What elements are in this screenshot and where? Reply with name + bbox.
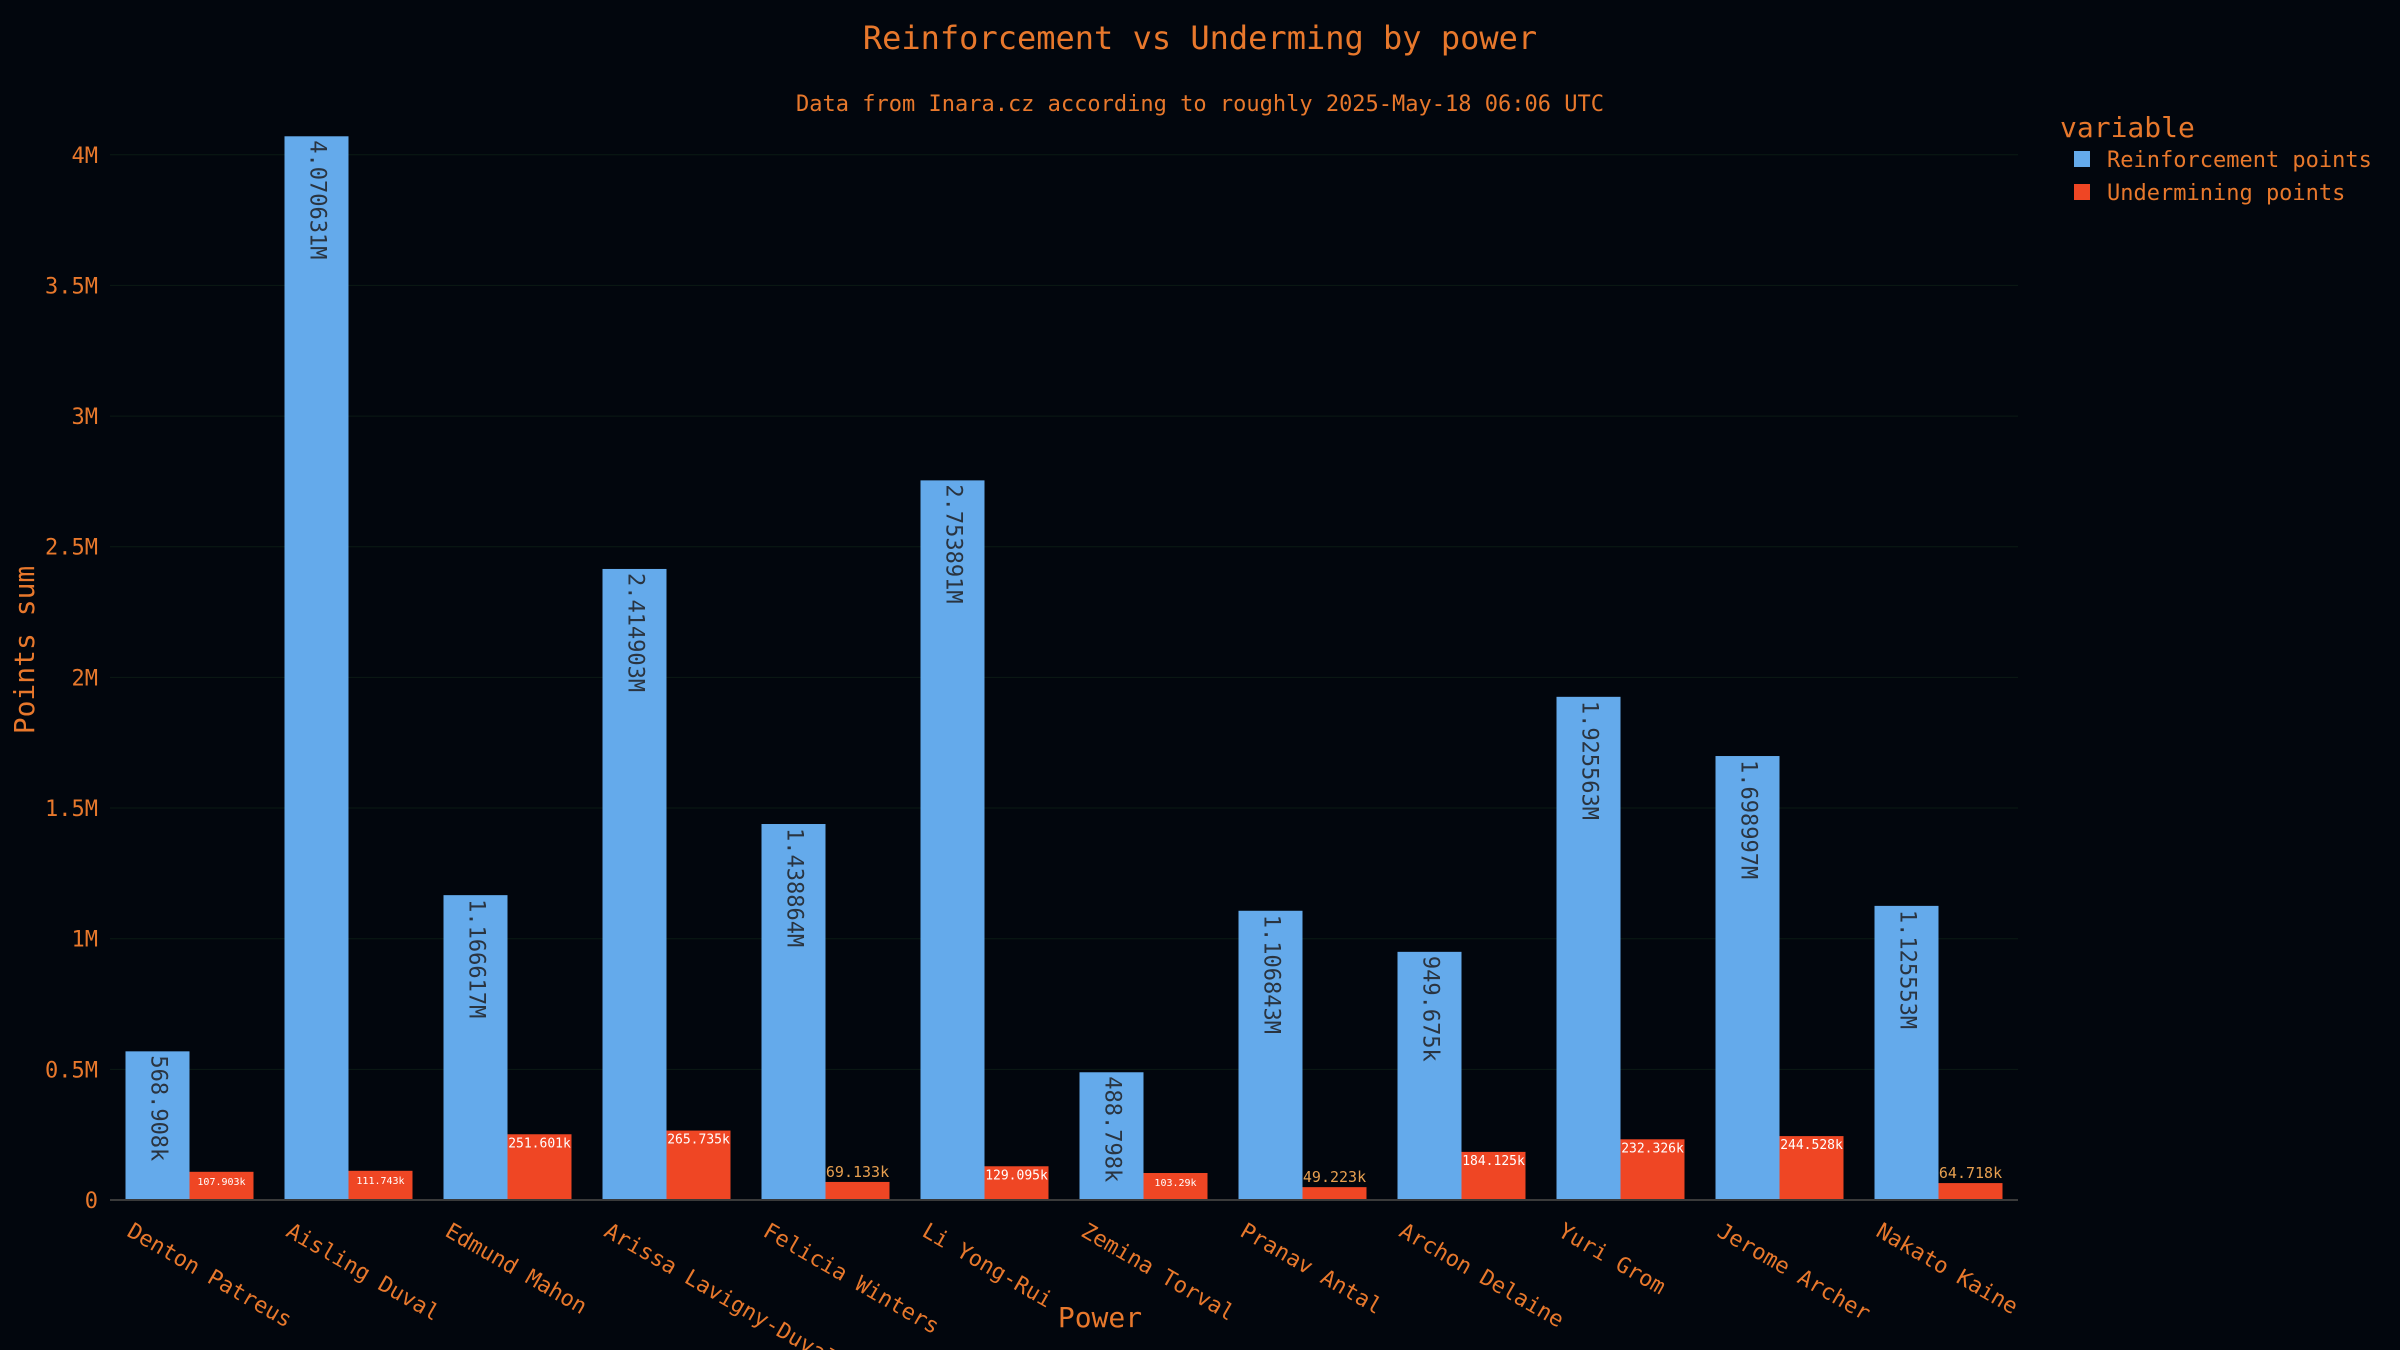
x-axis-title: Power xyxy=(1058,1301,1142,1334)
bar-value-label: 488.798k xyxy=(1100,1076,1125,1182)
legend: variable Reinforcement points Underminin… xyxy=(2060,111,2372,206)
bar-labels: 568.908k 107.903k 4.070631M 111.743k 1.16661… xyxy=(146,140,2003,1189)
bar-reinforcement xyxy=(125,1051,190,1200)
chart-title: Reinforcement vs Underming by power xyxy=(863,19,1537,57)
bar-reinforcement xyxy=(1397,951,1462,1200)
bar-value-label: 244.528k xyxy=(1780,1138,1843,1153)
bar-value-label: 1.166617M xyxy=(464,899,489,1018)
bar-value-label: 1.438864M xyxy=(782,828,807,947)
bar-reinforcement xyxy=(602,568,667,1200)
bar-value-label: 2.414903M xyxy=(623,573,648,692)
chart-subtitle: Data from Inara.cz according to roughly … xyxy=(796,92,1604,117)
bar-value-label: 103.29k xyxy=(1154,1178,1196,1189)
bar-value-label: 69.133k xyxy=(826,1163,889,1181)
bars xyxy=(125,136,2003,1201)
bar-undermining xyxy=(1938,1183,2003,1200)
y-tick-label: 4M xyxy=(72,144,99,169)
bar-value-label: 129.095k xyxy=(985,1168,1048,1183)
bar-undermining xyxy=(1461,1151,1526,1200)
y-tick-label: 0.5M xyxy=(45,1058,98,1083)
bar-reinforcement xyxy=(443,895,508,1200)
bar-undermining xyxy=(666,1130,731,1200)
bar-undermining xyxy=(507,1134,572,1200)
bar-reinforcement xyxy=(1874,905,1939,1200)
y-tick-label: 2.5M xyxy=(45,536,98,561)
bar-value-label: 1.106843M xyxy=(1259,915,1284,1034)
bar-value-label: 949.675k xyxy=(1418,956,1443,1062)
y-axis-title: Points sum xyxy=(8,566,41,735)
y-tick-label: 3M xyxy=(72,405,99,430)
y-tick-label: 1M xyxy=(72,928,99,953)
y-tick-label: 3.5M xyxy=(45,274,98,299)
bar-value-label: 265.735k xyxy=(667,1133,730,1148)
bar-reinforcement xyxy=(920,480,985,1200)
grid-lines xyxy=(110,154,2018,1070)
bar-reinforcement xyxy=(1556,696,1621,1200)
bar-value-label: 251.601k xyxy=(508,1136,571,1151)
bar-value-label: 1.698997M xyxy=(1736,760,1761,879)
bar-undermining xyxy=(984,1166,1049,1200)
legend-swatch-undermining xyxy=(2074,184,2090,200)
bar-value-label: 4.070631M xyxy=(305,140,330,259)
bar-value-label: 568.908k xyxy=(146,1055,171,1161)
y-tick-label: 1.5M xyxy=(45,797,98,822)
bar-undermining xyxy=(825,1181,890,1200)
bar-undermining xyxy=(1302,1187,1367,1200)
bar-reinforcement xyxy=(761,824,826,1200)
bar-value-label: 64.718k xyxy=(1939,1164,2002,1182)
bar-value-label: 184.125k xyxy=(1462,1154,1525,1169)
bar-undermining xyxy=(189,1171,254,1200)
y-tick-label: 0 xyxy=(85,1189,98,1214)
y-axis-ticks: 0 0.5M 1M 1.5M 2M 2.5M 3M 3.5M 4M xyxy=(45,144,98,1214)
legend-label-undermining: Undermining points xyxy=(2107,181,2345,206)
legend-swatch-reinforcement xyxy=(2074,151,2090,167)
bar-undermining xyxy=(1620,1139,1685,1200)
legend-label-reinforcement: Reinforcement points xyxy=(2107,148,2372,173)
bar-reinforcement xyxy=(1715,756,1780,1200)
bar-undermining xyxy=(1779,1136,1844,1200)
bar-undermining xyxy=(1143,1173,1208,1200)
bar-reinforcement xyxy=(1238,910,1303,1200)
bar-undermining xyxy=(348,1170,413,1200)
bar-reinforcement xyxy=(1079,1072,1144,1200)
bar-value-label: 1.125553M xyxy=(1895,910,1920,1029)
bar-value-label: 111.743k xyxy=(356,1176,404,1187)
bar-value-label: 232.326k xyxy=(1621,1141,1684,1156)
bar-reinforcement xyxy=(284,136,349,1201)
bar-value-label: 107.903k xyxy=(197,1177,245,1188)
bar-value-label: 1.925563M xyxy=(1577,701,1602,820)
bar-value-label: 2.753891M xyxy=(941,484,966,603)
legend-title: variable xyxy=(2060,111,2195,144)
bar-value-label: 49.223k xyxy=(1303,1168,1366,1186)
y-tick-label: 2M xyxy=(72,666,99,691)
